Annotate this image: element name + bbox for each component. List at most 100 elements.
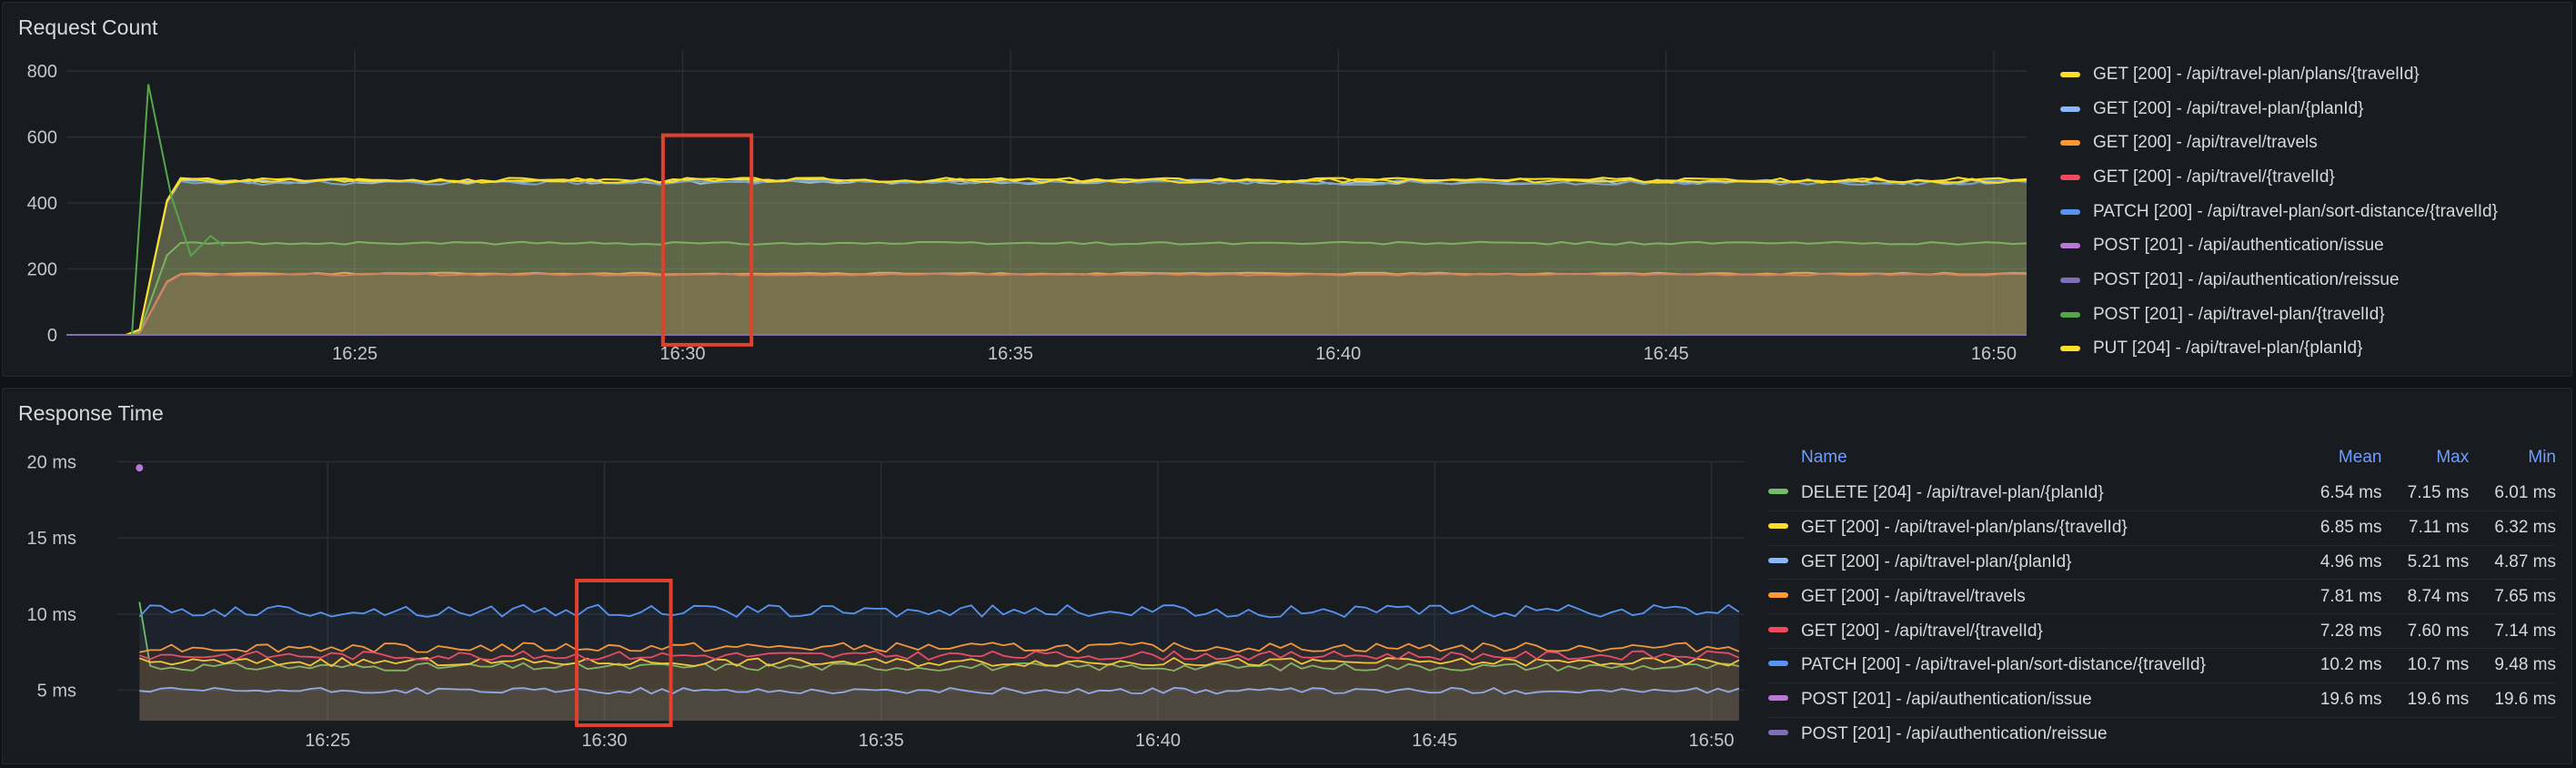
series-area [139,658,1739,721]
legend-name-cell: GET [200] - /api/travel-plan/plans/{trav… [1768,510,2295,546]
legend-swatch [1768,626,1788,632]
legend-row[interactable]: DELETE [204] - /api/travel-plan/{planId}… [1768,477,2556,510]
legend-label: POST [201] - /api/authentication/reissue [2093,269,2400,289]
legend-min-cell [2469,716,2556,752]
x-tick-label: 16:40 [1315,344,1361,364]
legend-swatch [2060,106,2080,112]
request-count-panel: Request Count 0 200 400 600 800 16:25 16:30 16:… [2,2,2572,377]
series-point [136,464,144,472]
column-header-min[interactable]: Min [2528,448,2556,467]
legend-row[interactable]: GET [200] - /api/travel-plan/{planId} 4.9… [1768,544,2556,580]
series-line [66,179,2028,336]
legend-label: GET [200] - /api/travel-plan/plans/{trav… [1801,518,2128,538]
x-tick-label: 16:35 [988,344,1033,364]
legend-row[interactable]: PATCH [200] - /api/travel-plan/sort-dist… [1768,647,2556,683]
legend-min-cell: 7.65 ms [2469,579,2556,614]
y-tick-label: 10 ms [27,605,76,625]
legend-max-cell: 7.60 ms [2381,613,2470,649]
legend-name-cell: PATCH [200] - /api/travel-plan/sort-dist… [1768,647,2295,683]
series-line [138,601,1740,672]
legend-min-cell: 6.01 ms [2494,483,2556,503]
request-count-chart[interactable]: 0 200 400 600 800 16:25 16:30 16:35 16:40 16:45 16… [3,3,2040,378]
highlight-box [575,579,673,728]
legend-max-cell: 19.6 ms [2381,682,2470,718]
legend-row[interactable]: GET [200] - /api/travel/{travelId} 7.28 m… [1768,613,2556,649]
series-line [138,650,1740,662]
legend-swatch [2060,174,2080,180]
legend-label: GET [200] - /api/travel/travels [1801,586,2026,606]
series-area [66,179,2027,335]
x-tick-label: 16:50 [1971,344,2017,364]
x-tick-label: 16:50 [1688,731,1734,751]
x-tick-label: 16:45 [1644,344,1689,364]
y-tick-label: 400 [27,194,57,214]
legend-item[interactable]: POST [201] - /api/authentication/issue [2060,228,2498,263]
legend-min-cell: 19.6 ms [2469,682,2556,718]
series-area [66,272,2027,335]
series-area [66,241,2027,335]
legend-item[interactable]: PATCH [200] - /api/travel-plan/sort-dist… [2060,195,2498,229]
x-tick-label: 16:40 [1135,731,1181,751]
legend-label: GET [200] - /api/travel/travels [2093,133,2318,153]
x-tick-label: 16:30 [659,344,705,364]
legend-swatch [1768,729,1788,735]
x-tick-label: 16:35 [859,731,904,751]
series-area [66,177,2027,335]
legend-label: GET [200] - /api/travel/{travelId} [1801,621,2043,641]
legend-max-cell [2381,716,2470,752]
legend-label: POST [201] - /api/travel-plan/{travelId} [2093,304,2385,324]
legend-mean-cell: 19.6 ms [2294,682,2382,718]
legend-swatch [2060,140,2080,147]
y-tick-label: 200 [27,260,57,280]
series-area [139,651,1739,721]
panel-title[interactable]: Request Count [18,15,158,39]
column-header-name[interactable]: Name [1801,448,1847,467]
legend-item[interactable]: GET [200] - /api/travel-plan/{planId} [2060,92,2498,126]
series-area [66,177,2027,335]
y-tick-label: 20 ms [27,452,76,472]
legend-mean-cell: 10.2 ms [2294,647,2382,683]
legend-swatch [2060,277,2080,283]
legend-swatch [1768,695,1788,702]
legend-row[interactable]: GET [200] - /api/travel/travels 7.81 ms 8.… [1768,579,2556,614]
series-line [66,177,2028,336]
legend-min-cell: 6.32 ms [2469,510,2556,546]
legend-max-cell: 7.11 ms [2381,510,2470,546]
legend-label: GET [200] - /api/travel-plan/{planId} [1801,551,2072,571]
legend-item[interactable]: GET [200] - /api/travel/{travelId} [2060,160,2498,195]
legend-item[interactable]: GET [200] - /api/travel/travels [2060,126,2498,160]
legend-name-cell: POST [201] - /api/authentication/reissue [1768,716,2295,752]
legend-min-cell: 9.48 ms [2469,647,2556,683]
panel-title[interactable]: Response Time [18,401,164,425]
legend-item[interactable]: POST [201] - /api/authentication/reissue [2060,263,2498,298]
y-tick-label: 15 ms [27,529,76,549]
y-tick-label: 800 [27,62,57,82]
legend-label: GET [200] - /api/travel-plan/{planId} [2093,98,2364,118]
legend-row[interactable]: GET [200] - /api/travel-plan/plans/{trav… [1768,510,2556,546]
series-area [139,601,1739,721]
legend-row[interactable]: POST [201] - /api/authentication/reissue [1768,716,2556,752]
legend-label: POST [201] - /api/authentication/issue [1801,690,2092,710]
legend-swatch [2060,208,2080,215]
legend-swatch [2060,71,2080,77]
legend-row[interactable]: POST [201] - /api/authentication/issue 19… [1768,682,2556,718]
legend-swatch [2060,346,2080,352]
legend-max-cell: 8.74 ms [2381,579,2470,614]
y-tick-label: 0 [47,326,57,346]
legend-name-cell: DELETE [204] - /api/travel-plan/{planId} [1768,477,2295,510]
legend-label: POST [201] - /api/authentication/issue [2093,236,2384,256]
legend-item[interactable]: POST [201] - /api/travel-plan/{travelId} [2060,298,2498,332]
legend-max-cell: 7.15 ms [2407,483,2470,503]
legend-item[interactable]: PUT [204] - /api/travel-plan/{planId} [2060,332,2498,367]
response-time-chart[interactable]: 5 ms 10 ms 15 ms 20 ms 16:25 16:30 16:35 16:40 1… [3,389,1767,765]
request-count-legend: GET [200] - /api/travel-plan/plans/{trav… [2060,57,2498,366]
legend-name-cell: GET [200] - /api/travel/travels [1768,579,2295,614]
legend-mean-cell [2294,716,2382,752]
column-header-max[interactable]: Max [2436,448,2470,467]
series-line [66,240,2028,336]
x-tick-label: 16:25 [332,344,377,364]
legend-item[interactable]: GET [200] - /api/travel-plan/plans/{trav… [2060,57,2498,92]
legend-label: POST [201] - /api/authentication/reissue [1801,723,2108,743]
y-tick-label: 600 [27,128,57,148]
column-header-mean[interactable]: Mean [2338,448,2382,467]
